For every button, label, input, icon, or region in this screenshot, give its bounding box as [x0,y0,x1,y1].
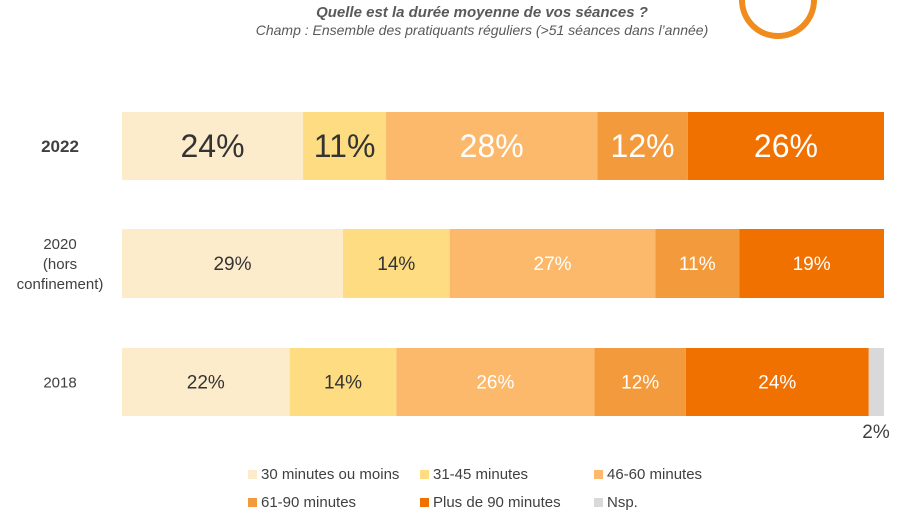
category-label: (hors [43,256,77,273]
data-label: 12% [611,128,675,164]
legend-label: Plus de 90 minutes [433,494,561,511]
bar-segment [655,229,740,298]
legend-label: 61-90 minutes [261,494,357,511]
bar-segment [386,112,598,180]
data-label: 26% [476,373,514,394]
chart-subtitle: Champ : Ensemble des pratiquants régulie… [255,22,709,38]
legend-item: 46-60 minutes [594,466,702,483]
data-label: 12% [621,373,659,394]
bar-segment [687,112,884,180]
bar-segment [122,112,304,180]
bar-segment [122,348,290,416]
bar-segment [396,348,595,416]
data-label: 28% [460,128,524,164]
legend-label: 30 minutes ou moins [261,466,400,483]
category-label: 2020 [43,236,76,253]
legend-item: 30 minutes ou moins [248,466,399,483]
bar-segment [449,229,656,298]
legend-swatch [420,470,429,479]
legend-swatch [594,498,603,507]
bar-segment [594,348,686,416]
data-label: 14% [324,373,362,394]
category-label: 2022 [41,137,79,156]
bar-segment [739,229,884,298]
data-label: 2% [862,422,890,443]
legend-swatch [594,470,603,479]
legend-item: 61-90 minutes [248,494,356,511]
data-label: 29% [213,254,251,275]
legend-swatch [248,470,257,479]
data-label: 24% [181,128,245,164]
data-label: 27% [534,254,572,275]
data-label: 11% [679,254,716,275]
bar-segment [685,348,869,416]
bar-segment [597,112,688,180]
data-label: 19% [793,254,831,275]
data-label: 14% [377,254,415,275]
data-label: 24% [758,373,796,394]
legend-item: 31-45 minutes [420,466,528,483]
chart-title: Quelle est la durée moyenne de vos séanc… [316,4,648,21]
legend-item: Nsp. [594,494,638,511]
data-label: 11% [314,128,376,164]
legend-item: Plus de 90 minutes [420,494,561,511]
data-label: 22% [187,373,225,394]
clock-icon [739,0,817,39]
category-label: 2018 [43,374,76,391]
category-label: confinement) [17,276,104,293]
bar-segment [122,229,343,298]
data-label: 26% [754,128,818,164]
legend-label: Nsp. [607,494,638,511]
legend-swatch [420,498,429,507]
bar-segment [303,112,387,180]
bar-segment [289,348,397,416]
legend-label: 46-60 minutes [607,466,703,483]
legend-swatch [248,498,257,507]
bar-segment [342,229,450,298]
legend-label: 31-45 minutes [433,466,529,483]
bar-segment [868,348,884,416]
